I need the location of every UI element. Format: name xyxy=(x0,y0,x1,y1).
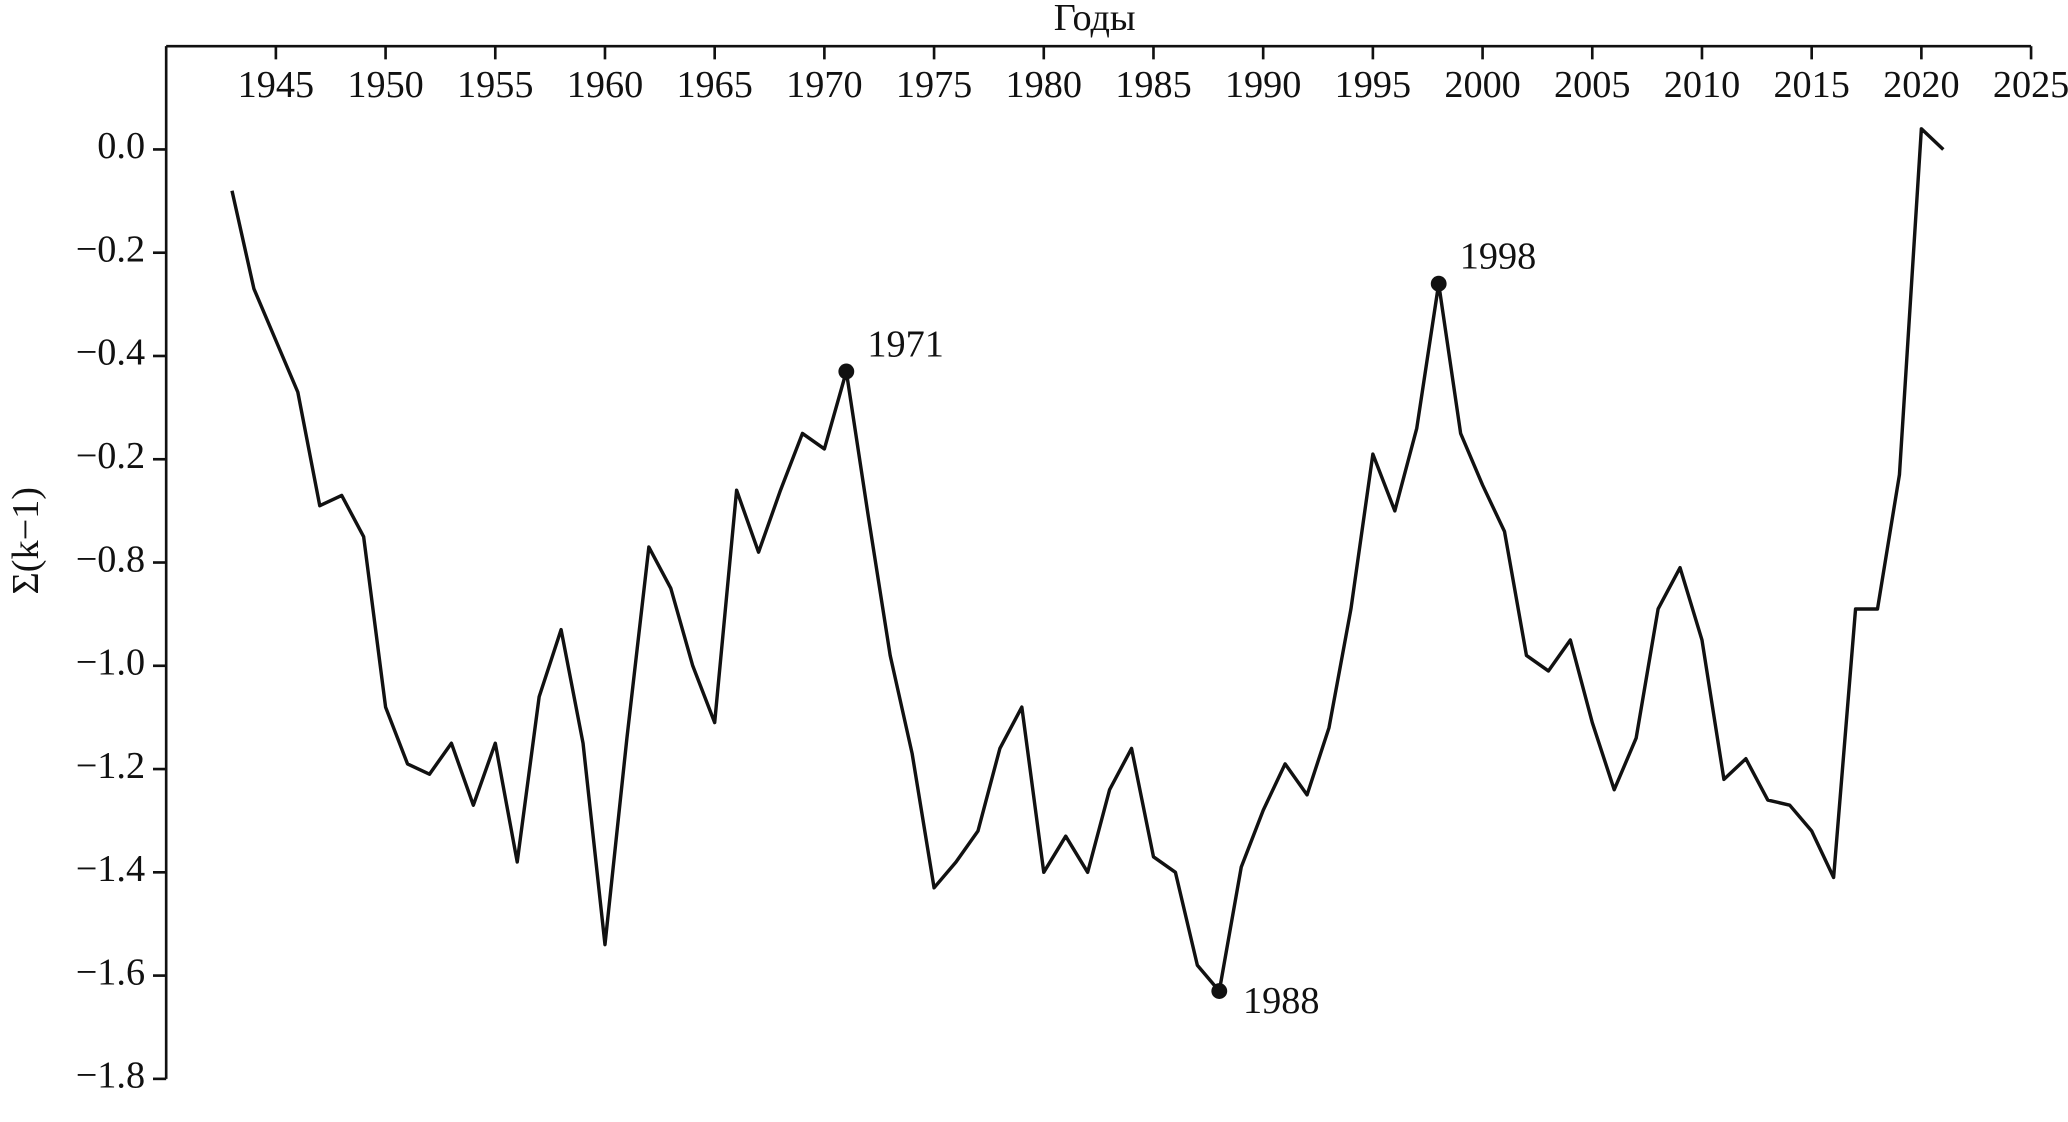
x-tick-label: 2025 xyxy=(1993,64,2068,106)
x-axis-label: Годы xyxy=(1054,0,1136,39)
x-tick-label: 1970 xyxy=(786,64,862,106)
y-tick-label: −0.2 xyxy=(76,435,145,477)
y-tick-label: −1.2 xyxy=(76,745,145,787)
x-tick-label: 1995 xyxy=(1335,64,1411,106)
x-tick-label: 2000 xyxy=(1444,64,1520,106)
y-tick-label: −1.6 xyxy=(76,951,145,993)
y-axis-label: Σ(k−1) xyxy=(5,487,47,595)
y-tick-label: −0.4 xyxy=(76,332,145,374)
x-tick-label: 1950 xyxy=(347,64,423,106)
x-tick-label: 2015 xyxy=(1773,64,1849,106)
x-tick-label: 1960 xyxy=(567,64,643,106)
annotation-label: 1998 xyxy=(1460,236,1536,278)
annotation-point xyxy=(1211,983,1228,999)
line xyxy=(230,127,1945,993)
x-tick-label: 2020 xyxy=(1883,64,1959,106)
x-tick-label: 1965 xyxy=(676,64,752,106)
y-tick-label: −0.2 xyxy=(76,228,145,270)
x-tick-label: 2005 xyxy=(1554,64,1630,106)
y-tick-label: −0.8 xyxy=(76,538,145,580)
x-tick-label: 1975 xyxy=(896,64,972,106)
y-tick-label: −1.4 xyxy=(76,848,145,890)
y-tick-label: −1.0 xyxy=(76,642,145,684)
x-tick-label: 1955 xyxy=(457,64,533,106)
x-tick-label: 1945 xyxy=(238,64,314,106)
x-tick-label: 1985 xyxy=(1115,64,1191,106)
y-tick-label: 0.0 xyxy=(97,125,145,167)
annotation-point xyxy=(838,363,855,380)
x-tick-label: 1990 xyxy=(1225,64,1301,106)
x-tick-label: 2010 xyxy=(1664,64,1740,106)
x-tick-label: 1980 xyxy=(1006,64,1082,106)
annotation-label: 1971 xyxy=(867,324,943,366)
y-tick-label: −1.8 xyxy=(76,1055,145,1097)
annotation-point xyxy=(1430,275,1447,292)
annotation-label: 1988 xyxy=(1243,980,1319,1022)
